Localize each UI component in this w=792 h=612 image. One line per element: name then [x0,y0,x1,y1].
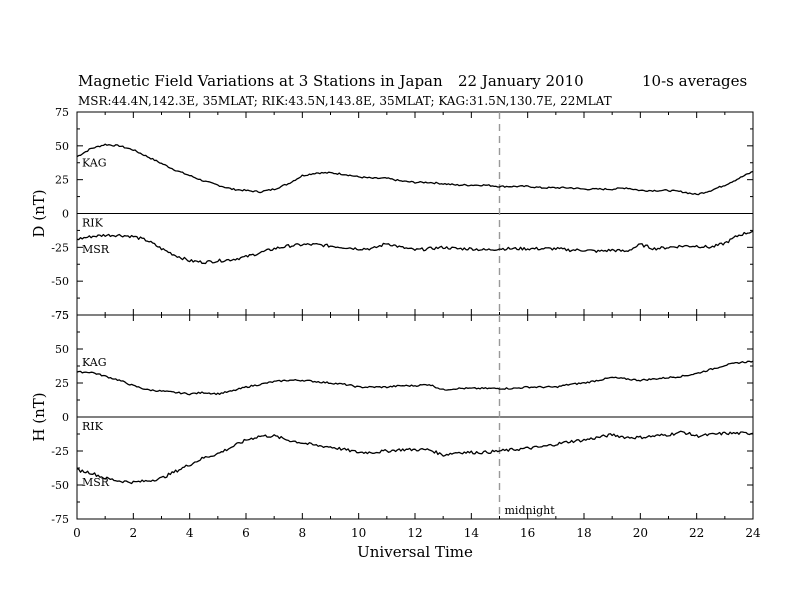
chart-date: 22 January 2010 [458,72,584,90]
x-axis-label: Universal Time [357,543,473,561]
d-ytick-label: -50 [51,275,69,288]
x-tick-label: 6 [242,526,250,540]
h-ytick-label: 25 [55,377,69,390]
chart-title: Magnetic Field Variations at 3 Stations … [78,72,443,90]
h-ytick-label: -25 [51,445,69,458]
h-label-kag: KAG [82,356,107,369]
x-tick-label: 14 [464,526,480,540]
d-ytick-label: 25 [55,174,69,187]
station-coordinates: MSR:44.4N,142.3E, 35MLAT; RIK:43.5N,143.… [78,94,612,108]
x-tick-label: 20 [633,526,648,540]
d-ytick-label: 75 [55,106,69,119]
d-axis-label: D (nT) [30,189,48,237]
x-tick-label: 22 [689,526,704,540]
h-label-msr: MSR [82,476,110,489]
d-label-rik: RIK [82,217,104,230]
h-ytick-label: 0 [62,411,69,424]
midnight-label: midnight [505,504,556,517]
x-tick-label: 18 [576,526,591,540]
h-series-msr [76,430,754,485]
h-ytick-label: -75 [51,513,69,526]
d-label-msr: MSR [82,243,110,256]
x-tick-label: 8 [299,526,307,540]
d-ytick-label: 0 [62,208,69,221]
d-ytick-label: -75 [51,309,69,322]
d-series-kag [76,143,754,196]
d-ytick-label: 50 [55,140,69,153]
x-tick-label: 10 [351,526,366,540]
x-tick-label: 16 [520,526,535,540]
x-tick-label: 4 [186,526,194,540]
d-series-msr [76,230,754,265]
x-tick-label: 2 [130,526,138,540]
d-panel: 75 50 25 0 -25 -50 -75 D (nT) KAG RIK MSR [30,106,754,322]
h-axis-label: H (nT) [30,392,48,441]
h-label-rik: RIK [82,420,104,433]
h-ytick-label: 50 [55,343,69,356]
x-tick-label: 12 [407,526,422,540]
h-ytick-label: -50 [51,479,69,492]
x-tick-label: 24 [745,526,761,540]
averaging-note: 10-s averages [642,72,748,90]
x-tick-label: 0 [73,526,81,540]
h-series-kag [76,360,754,396]
d-ytick-label: -25 [51,241,69,254]
d-label-kag: KAG [82,157,107,170]
h-ytick-label: 75 [55,309,69,322]
